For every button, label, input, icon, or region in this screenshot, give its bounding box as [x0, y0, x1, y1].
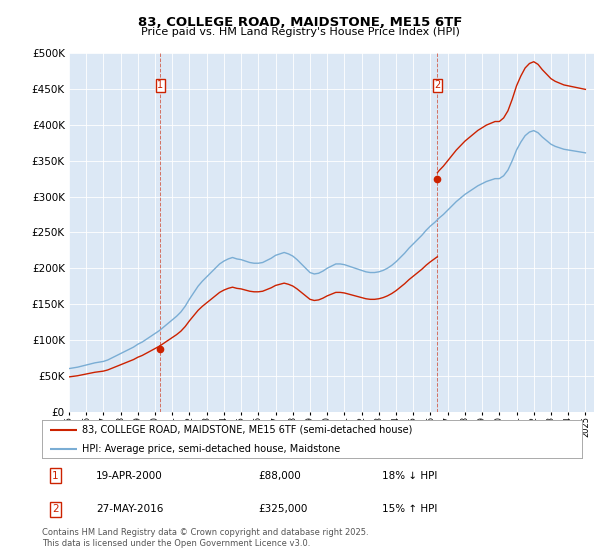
Text: 2: 2 — [52, 504, 59, 514]
Text: 27-MAY-2016: 27-MAY-2016 — [96, 504, 163, 514]
Text: Contains HM Land Registry data © Crown copyright and database right 2025.
This d: Contains HM Land Registry data © Crown c… — [42, 528, 368, 548]
Text: 83, COLLEGE ROAD, MAIDSTONE, ME15 6TF: 83, COLLEGE ROAD, MAIDSTONE, ME15 6TF — [138, 16, 462, 29]
Text: 18% ↓ HPI: 18% ↓ HPI — [382, 471, 437, 480]
Text: £88,000: £88,000 — [258, 471, 301, 480]
Text: £325,000: £325,000 — [258, 504, 307, 514]
Text: 1: 1 — [157, 81, 163, 91]
Text: HPI: Average price, semi-detached house, Maidstone: HPI: Average price, semi-detached house,… — [83, 444, 341, 454]
Text: Price paid vs. HM Land Registry's House Price Index (HPI): Price paid vs. HM Land Registry's House … — [140, 27, 460, 37]
Text: 83, COLLEGE ROAD, MAIDSTONE, ME15 6TF (semi-detached house): 83, COLLEGE ROAD, MAIDSTONE, ME15 6TF (s… — [83, 424, 413, 435]
Text: 19-APR-2000: 19-APR-2000 — [96, 471, 163, 480]
Text: 2: 2 — [434, 81, 440, 91]
Text: 1: 1 — [52, 471, 59, 480]
Text: 15% ↑ HPI: 15% ↑ HPI — [382, 504, 437, 514]
